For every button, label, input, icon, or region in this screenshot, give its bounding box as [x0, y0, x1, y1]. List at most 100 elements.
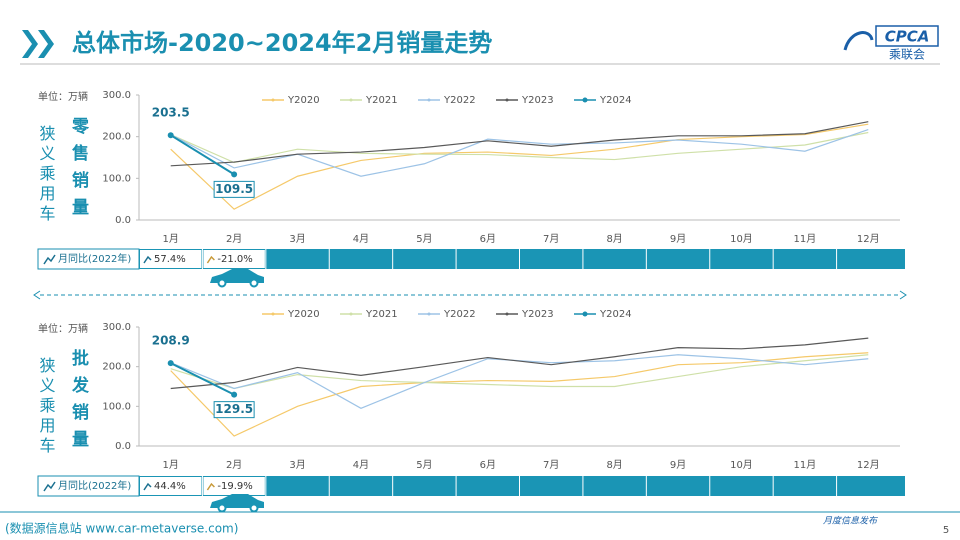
legend-dot: [582, 97, 588, 103]
data-label: 203.5: [152, 106, 190, 120]
footer-source: (数据源信息站 www.car-metaverse.com): [5, 521, 238, 536]
legend-label: Y2020: [287, 309, 320, 320]
data-label-box: [213, 401, 255, 419]
x-tick-label: 6月: [480, 459, 496, 471]
x-tick-label: 7月: [543, 233, 559, 245]
logo-sub: 乘联会: [889, 48, 925, 62]
car-wheel: [217, 503, 227, 513]
data-label: 129.5: [215, 402, 253, 416]
legend-dot: [582, 311, 588, 317]
x-tick-label: 5月: [416, 459, 432, 471]
yoy-value: 44.4%: [154, 481, 186, 492]
legend-dot: [427, 312, 431, 316]
series-line: [170, 123, 869, 210]
y-tick-label: 0.0: [115, 215, 131, 226]
yoy-cell-icon: [206, 482, 215, 491]
yoy-icon: [43, 481, 56, 492]
metric-label: 零售销量: [68, 117, 90, 225]
x-tick-label: 8月: [606, 233, 622, 245]
legend-label: Y2023: [521, 309, 554, 320]
y-tick-label: 200.0: [102, 132, 131, 143]
series-line: [170, 134, 235, 176]
y-tick-label: 200.0: [102, 362, 131, 373]
series-line: [170, 131, 869, 164]
page-number: 5: [943, 525, 949, 536]
legend-label: Y2023: [521, 95, 554, 106]
yoy-value: 57.4%: [154, 254, 186, 265]
y-tick-label: 300.0: [102, 322, 131, 333]
car-wheel: [249, 503, 259, 513]
yoy-cell-icon: [143, 255, 152, 264]
x-tick-label: 10月: [730, 459, 753, 471]
yoy-cell: [203, 250, 265, 268]
x-tick-label: 4月: [353, 459, 369, 471]
yoy-label: 月同比(2022年): [58, 479, 131, 492]
legend-label: Y2021: [365, 309, 398, 320]
yoy-cell-icon: [206, 255, 215, 264]
unit-label: 单位：万辆: [38, 322, 88, 335]
series-line: [170, 129, 869, 177]
legend-dot: [505, 98, 509, 102]
legend-label: Y2024: [599, 95, 632, 106]
yoy-value: -21.0%: [217, 254, 252, 265]
series-line: [170, 362, 235, 396]
x-tick-label: 1月: [163, 233, 179, 245]
point: [167, 132, 174, 139]
x-tick-label: 2月: [226, 233, 242, 245]
legend-label: Y2020: [287, 95, 320, 106]
x-tick-label: 11月: [794, 233, 817, 245]
yoy-value: -19.9%: [217, 481, 252, 492]
x-tick-label: 9月: [670, 233, 686, 245]
logo-box: [875, 25, 939, 47]
separator: [33, 290, 907, 300]
x-tick-label: 9月: [670, 459, 686, 471]
unit-label: 单位：万辆: [38, 90, 88, 103]
legend-dot: [349, 98, 353, 102]
point: [231, 171, 238, 178]
x-tick-label: 10月: [730, 233, 753, 245]
yoy-icon: [43, 254, 56, 265]
yoy-cell-icon: [143, 482, 152, 491]
series-line: [170, 352, 869, 437]
x-tick-label: 6月: [480, 233, 496, 245]
series-line: [170, 121, 869, 167]
y-tick-label: 0.0: [115, 441, 131, 452]
car-wheel: [217, 278, 227, 288]
point: [167, 360, 174, 367]
chevrons: [22, 30, 54, 58]
x-tick-label: 11月: [794, 459, 817, 471]
legend-dot: [505, 312, 509, 316]
legend-dot: [427, 98, 431, 102]
yoy-cell: [140, 477, 202, 495]
side-label: 狭义乘用车: [37, 357, 56, 457]
yoy-cell: [140, 250, 202, 268]
data-label: 109.5: [215, 182, 253, 196]
x-tick-label: 12月: [857, 233, 880, 245]
legend-dot: [271, 98, 275, 102]
y-tick-label: 300.0: [102, 90, 131, 101]
slide-title: 总体市场-2020~2024年2月销量走势: [72, 29, 492, 57]
x-tick-label: 8月: [606, 459, 622, 471]
data-label-box: [213, 180, 255, 198]
data-label: 208.9: [152, 334, 190, 348]
y-tick-label: 100.0: [102, 173, 131, 184]
x-tick-label: 7月: [543, 459, 559, 471]
x-tick-label: 4月: [353, 233, 369, 245]
footer-note: 月度信息发布: [823, 516, 879, 527]
side-label: 狭义乘用车: [37, 125, 56, 225]
x-tick-label: 2月: [226, 459, 242, 471]
yoy-label: 月同比(2022年): [58, 252, 131, 265]
x-tick-label: 5月: [416, 233, 432, 245]
legend-label: Y2022: [443, 95, 476, 106]
legend-label: Y2022: [443, 309, 476, 320]
legend-dot: [271, 312, 275, 316]
yoy-row: [139, 249, 905, 269]
metric-label: 批发销量: [68, 348, 90, 457]
logo-swoosh: [843, 31, 874, 51]
yoy-row: [139, 476, 905, 496]
series-line: [170, 337, 869, 390]
x-tick-label: 12月: [857, 459, 880, 471]
car-wheel: [249, 278, 259, 288]
x-tick-label: 1月: [163, 459, 179, 471]
